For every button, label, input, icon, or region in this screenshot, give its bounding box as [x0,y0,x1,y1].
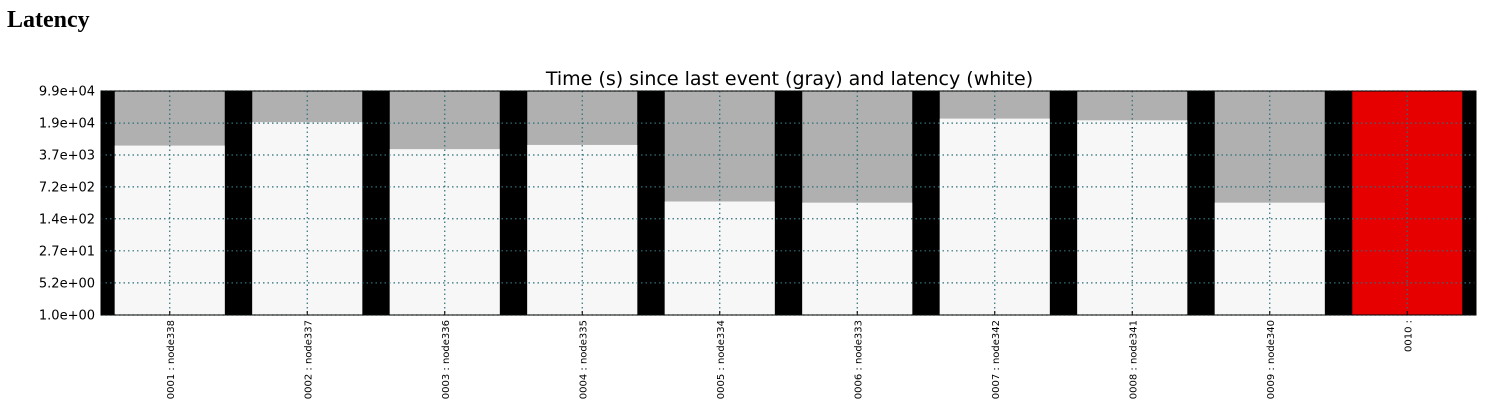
y-tick-label: 5.2e+00 [39,276,95,291]
x-tick-label: 0010 : [1403,320,1414,352]
y-tick-label: 1.4e+02 [39,212,95,227]
grid-layer [101,90,1476,316]
y-tick-label: 7.2e+02 [39,180,95,195]
x-tick-label: 0002 : node337 [303,320,314,399]
x-tick-label: 0004 : node335 [578,320,589,399]
x-tick-label: 0006 : node333 [853,320,864,399]
y-tick-label: 9.9e+04 [39,85,95,100]
y-tick-label: 2.7e+01 [39,244,95,259]
y-axis: 1.0e+00 5.2e+00 2.7e+01 1.4e+02 7.2e+02 3.7e+… [39,85,1476,324]
page-heading: Latency [7,7,90,33]
y-tick-label: 1.0e+00 [39,309,95,324]
plot-frame [100,90,1477,316]
x-tick-label: 0008 : node341 [1128,320,1139,399]
bar-latency-1 [114,145,225,315]
bar-latency-7 [939,118,1050,315]
bars-layer [114,91,1463,315]
x-tick-label: 0007 : node342 [991,320,1002,399]
x-axis: 0001 : node338 0002 : node337 0003 : node3… [166,311,1414,399]
x-tick-label: 0001 : node338 [166,320,177,399]
x-tick-label: 0003 : node336 [441,320,452,399]
chart-title: Time (s) since last event (gray) and lat… [545,68,1033,90]
x-tick-label: 0005 : node334 [716,320,727,399]
y-tick-label: 3.7e+03 [39,149,95,164]
x-tick-label: 0009 : node340 [1266,320,1277,399]
y-tick-label: 1.9e+04 [39,117,95,132]
